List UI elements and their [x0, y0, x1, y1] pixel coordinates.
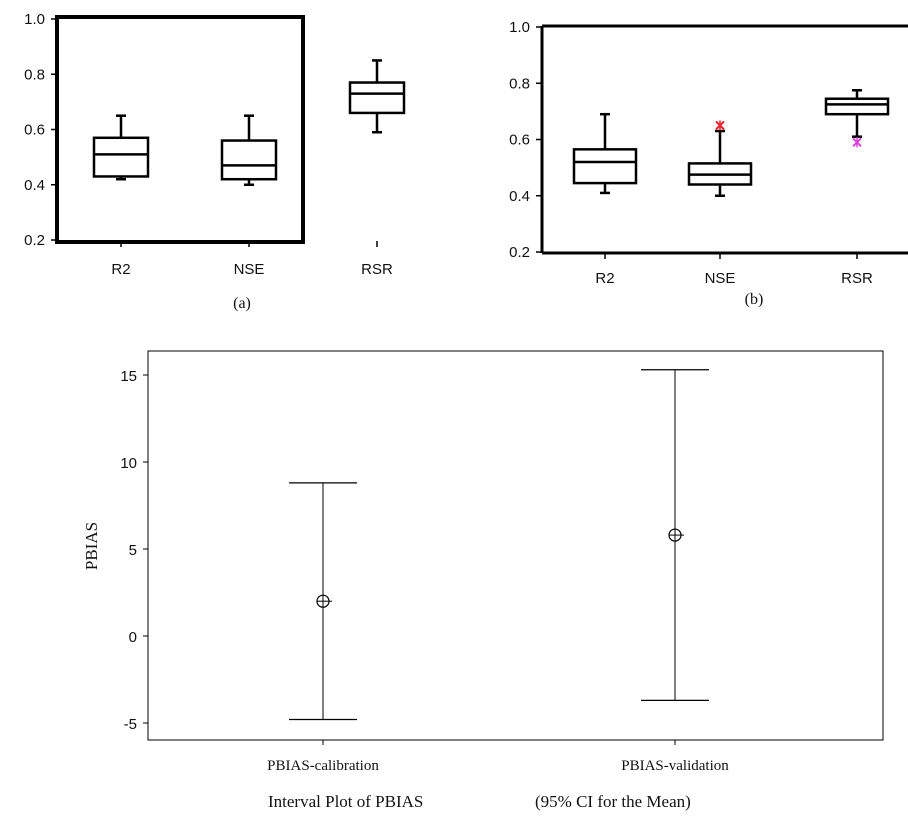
interval-caption-left: Interval Plot of PBIAS — [268, 792, 423, 811]
y-tick-label: 0.6 — [509, 132, 530, 149]
x-tick-label: PBIAS-calibration — [267, 758, 379, 774]
x-tick-label: NSE — [705, 270, 736, 287]
x-tick-label: RSR — [841, 270, 873, 287]
box-nse — [220, 139, 278, 181]
y-tick-label: 0 — [129, 629, 137, 646]
x-tick-label: PBIAS-validation — [621, 758, 729, 774]
panel-a-frame — [55, 15, 305, 244]
panel-b-label: (b) — [745, 291, 764, 308]
box-rsr — [348, 81, 406, 115]
y-tick-label: 0.2 — [24, 232, 45, 249]
interval-caption-right: (95% CI for the Mean) — [535, 792, 691, 811]
outlier-point — [715, 120, 725, 131]
panel-b: 0.2 0.4 0.6 0.8 1.0 R2 NSE RSR (b) — [509, 19, 908, 308]
interval-y-axis-label: PBIAS — [82, 522, 101, 570]
y-tick-label: 0.8 — [24, 66, 45, 83]
x-tick-label: R2 — [595, 270, 614, 287]
y-tick-label: 10 — [120, 455, 137, 472]
box-rsr — [824, 97, 890, 116]
panel-a-label: (a) — [233, 295, 251, 312]
y-tick-label: 5 — [129, 542, 137, 559]
y-tick-label: 0.4 — [24, 177, 45, 194]
box-r2 — [92, 136, 150, 178]
y-tick-label: 1.0 — [509, 19, 530, 36]
y-tick-label: 0.6 — [24, 122, 45, 139]
y-tick-label: -5 — [124, 716, 137, 733]
y-tick-label: 0.4 — [509, 188, 530, 205]
x-tick-label: NSE — [234, 261, 265, 278]
interval-plot-frame — [147, 350, 884, 741]
y-tick-label: 0.8 — [509, 75, 530, 92]
panel-a: 0.2 0.4 0.6 0.8 1.0 R2 NSE RSR (a) — [24, 11, 406, 312]
box-r2 — [572, 148, 638, 185]
interval-plot: -5 0 5 10 15 PBIAS-calibration PBIAS-validati… — [82, 350, 884, 811]
y-tick-label: 0.2 — [509, 244, 530, 261]
y-tick-label: 1.0 — [24, 11, 45, 28]
y-tick-label: 15 — [120, 368, 137, 385]
outlier-point — [852, 137, 862, 148]
x-tick-label: R2 — [111, 261, 130, 278]
x-tick-label: RSR — [361, 261, 393, 278]
